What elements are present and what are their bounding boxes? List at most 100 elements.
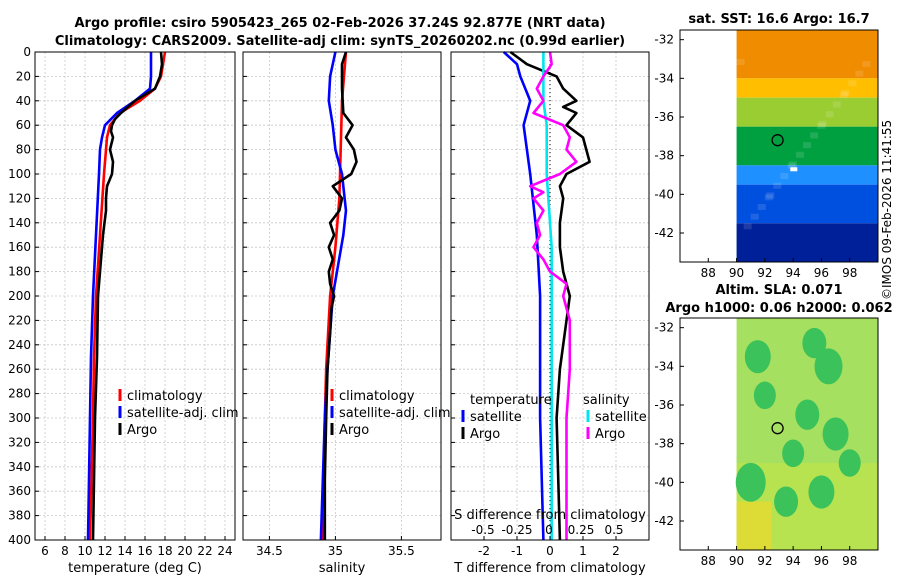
map-title: sat. SST: 16.6 Argo: 16.7 — [688, 12, 869, 27]
y-tick-label: 160 — [8, 240, 31, 254]
legend-label: satellite — [470, 410, 522, 425]
sst-pixel — [743, 223, 752, 230]
map-x-tick-label: 96 — [814, 554, 829, 568]
figure-title-line2: Climatology: CARS2009. Satellite-adj cli… — [54, 34, 626, 49]
legend-title-salinity: salinity — [583, 393, 630, 408]
sst-pixel — [848, 80, 857, 87]
map-y-tick-label: -42 — [654, 514, 674, 528]
sst-pixel — [736, 59, 745, 65]
panel-difference: -2 -1 0 1 2 T difference from climatology temp… — [450, 50, 650, 576]
map-y-tick-label: -32 — [654, 33, 674, 47]
x-tick-label: 24 — [217, 544, 232, 558]
sla-yellow-region — [736, 501, 772, 550]
map-x-tick-label: 98 — [842, 266, 857, 280]
sst-band — [736, 184, 878, 224]
y-tick-label: 60 — [16, 118, 31, 132]
map-y-tick-label: -38 — [654, 437, 674, 451]
x-tick-label: 35 — [328, 544, 343, 558]
map-x-tick-label: 94 — [786, 266, 801, 280]
x-tick-label-top: 0 — [545, 523, 553, 537]
series-s-satellite — [542, 52, 553, 540]
figure-title-line1: Argo profile: csiro 5905423_265 02-Feb-2… — [74, 16, 606, 31]
sst-pixel — [841, 89, 850, 96]
sst-band — [736, 78, 878, 98]
sla-eddy — [822, 417, 849, 451]
y-tick-label: 400 — [8, 533, 31, 547]
sst-pixel — [773, 182, 782, 189]
x-tick-label-top: 0.25 — [568, 523, 595, 537]
timestamp: ©IMOS 09-Feb-2026 11:41:55 — [880, 119, 894, 300]
y-tick-label: 80 — [16, 143, 31, 157]
series-satellite-adj-clim — [86, 52, 153, 541]
map-x-tick-label: 92 — [757, 266, 772, 280]
map-y-tick-label: -34 — [654, 359, 674, 373]
sst-pixel — [795, 151, 804, 158]
panel-temperature: 6 8 10 12 14 16 18 20 22 24 temperature (deg C) 0 20… — [8, 45, 239, 576]
sst-pixel — [817, 122, 826, 129]
sst-band — [736, 165, 878, 185]
panel-sst_map: 88 90 92 94 96 98 -32 -34 -36 -38 -40 -42 sat. SST: … — [654, 12, 879, 280]
sst-band — [736, 97, 878, 127]
sst-missing-pixel — [790, 167, 798, 172]
sst-pixel — [750, 213, 759, 220]
sla-eddy — [782, 439, 805, 468]
map-y-tick-label: -40 — [654, 475, 674, 489]
x-tick-label: 20 — [177, 544, 192, 558]
x-axis-label: temperature (deg C) — [68, 561, 202, 576]
map-frame — [679, 317, 879, 551]
y-tick-label: 100 — [8, 167, 31, 181]
sst-band — [736, 30, 878, 79]
legend-label: Argo — [339, 423, 369, 438]
sst-pixel — [766, 192, 775, 199]
sst-pixel — [788, 161, 797, 168]
sst-band — [736, 223, 878, 262]
x-tick-label: 22 — [197, 544, 212, 558]
map-y-tick-label: -36 — [654, 398, 674, 412]
x-axis-label-top: S difference from climatology — [454, 508, 646, 523]
y-tick-label: 260 — [8, 362, 31, 376]
x-tick-label: 6 — [41, 544, 49, 558]
sst-pixel — [810, 132, 819, 139]
series-t-satellite — [502, 51, 545, 541]
sla-eddy — [753, 381, 776, 410]
map-y-tick-label: -38 — [654, 149, 674, 163]
y-tick-label: 0 — [23, 45, 31, 59]
map-subtitle: Argo h1000: 0.06 h2000: 0.062 — [665, 301, 892, 316]
y-tick-label: 180 — [8, 265, 31, 279]
y-tick-label: 120 — [8, 191, 31, 205]
y-tick-label: 240 — [8, 338, 31, 352]
map-x-tick-label: 90 — [729, 266, 744, 280]
x-tick-label: 10 — [77, 544, 92, 558]
map-x-tick-label: 92 — [757, 554, 772, 568]
y-tick-label: 280 — [8, 387, 31, 401]
x-axis-label: T difference from climatology — [453, 561, 646, 576]
sla-eddy — [802, 327, 827, 359]
map-y-tick-label: -40 — [654, 187, 674, 201]
legend-label: Argo — [595, 427, 625, 442]
y-tick-label: 40 — [16, 94, 31, 108]
x-tick-label-top: -0.5 — [471, 523, 494, 537]
legend-label: climatology — [127, 389, 203, 404]
sla-eddy — [795, 399, 820, 430]
y-tick-label: 140 — [8, 216, 31, 230]
sst-pixel — [862, 60, 871, 67]
x-tick-label: 1 — [579, 544, 587, 558]
x-tick-label: 34.5 — [256, 544, 283, 558]
x-tick-label: 0 — [546, 544, 554, 558]
map-y-tick-label: -42 — [654, 226, 674, 240]
map-title: Altim. SLA: 0.071 — [716, 283, 843, 298]
legend-label: satellite-adj. clim — [339, 406, 451, 421]
x-tick-label: -2 — [478, 544, 490, 558]
sla-eddy — [744, 340, 771, 374]
sst-pixel — [825, 111, 834, 118]
panel-salinity: 34.5 35 35.5 salinity climatology satellite-a… — [242, 51, 451, 576]
sst-pixel — [839, 91, 848, 98]
series-t-argo — [509, 50, 591, 541]
x-tick-label: 18 — [157, 544, 172, 558]
map-x-tick-label: 96 — [814, 266, 829, 280]
y-tick-label: 20 — [16, 69, 31, 83]
map-x-tick-label: 88 — [701, 266, 716, 280]
sst-pixel — [832, 101, 841, 108]
y-tick-label: 340 — [8, 460, 31, 474]
x-tick-label-top: -0.25 — [501, 523, 532, 537]
